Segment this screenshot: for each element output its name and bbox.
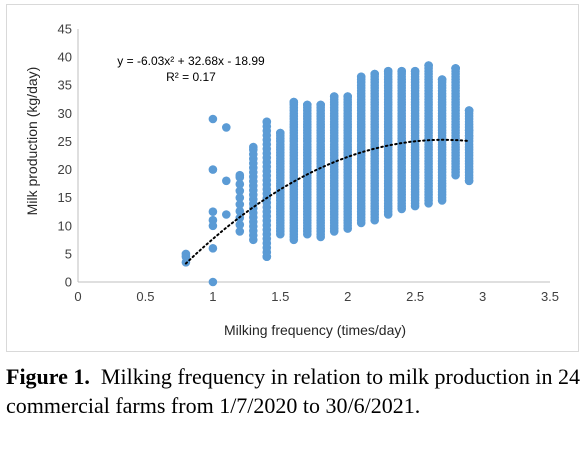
data-point (262, 117, 272, 127)
data-point (235, 227, 245, 236)
y-tick-label: 35 (58, 78, 72, 93)
caption-label: Figure 1. (6, 364, 90, 389)
data-point (208, 221, 218, 231)
data-point (208, 114, 218, 124)
data-point (235, 186, 245, 196)
data-point (464, 106, 474, 115)
data-point (208, 277, 218, 287)
y-tick-label: 5 (65, 246, 72, 261)
y-tick-label: 0 (65, 275, 72, 290)
data-point (370, 69, 380, 79)
x-tick-label: 0 (74, 289, 81, 304)
data-point (181, 249, 191, 259)
chart-axes (77, 29, 550, 283)
caption-text: Milking frequency in relation to milk pr… (6, 364, 580, 418)
chart-frame: 0 0.5 1 1.5 2 2.5 3 3.5 0 5 10 15 20 25 30 35 40 45 y = … (6, 4, 579, 352)
y-axis-title: Milk production (kg/day) (24, 67, 40, 216)
y-tick-label: 30 (58, 106, 72, 121)
x-tick-label: 0.5 (136, 289, 154, 304)
figure-caption: Figure 1. Milking frequency in relation … (6, 362, 580, 420)
y-tick-label: 15 (58, 190, 72, 205)
trendline-equation: y = -6.03x² + 32.68x - 18.99 (117, 54, 265, 68)
x-tick-label: 1.5 (271, 289, 289, 304)
data-point (235, 206, 245, 216)
x-tick-label: 2.5 (406, 289, 424, 304)
polynomial-trendline (184, 138, 471, 265)
scatter-chart: 0 0.5 1 1.5 2 2.5 3 3.5 0 5 10 15 20 25 30 35 40 45 y = … (24, 22, 559, 339)
data-point (235, 220, 245, 229)
data-point (303, 100, 312, 110)
y-tick-label: 25 (58, 134, 72, 149)
data-point (464, 176, 474, 186)
y-tick-label: 10 (58, 218, 72, 233)
y-tick-labels: 0 5 10 15 20 25 30 35 40 45 (58, 22, 72, 290)
y-tick-label: 40 (58, 50, 72, 65)
data-point (437, 75, 447, 84)
data-point (464, 131, 474, 141)
data-point (451, 64, 460, 73)
data-point (343, 92, 353, 101)
y-tick-label: 20 (58, 162, 72, 177)
data-point (222, 123, 231, 132)
x-tick-labels: 0 0.5 1 1.5 2 2.5 3 3.5 (74, 289, 559, 304)
data-point (397, 66, 407, 76)
data-points (181, 61, 474, 287)
data-point (383, 66, 393, 76)
data-point (235, 200, 245, 209)
x-tick-label: 1 (209, 289, 216, 304)
data-point (208, 207, 218, 216)
data-point (235, 193, 245, 202)
data-point (329, 92, 339, 101)
data-point (235, 179, 245, 189)
x-axis-title: Milking frequency (times/day) (224, 322, 406, 338)
x-tick-label: 3 (479, 289, 486, 304)
data-point (262, 252, 272, 261)
data-point (235, 170, 245, 180)
x-tick-label: 2 (344, 289, 351, 304)
data-point (249, 142, 258, 152)
data-point (222, 176, 231, 186)
data-point (208, 244, 218, 253)
data-point (356, 72, 366, 82)
y-tick-label: 45 (58, 22, 72, 37)
r-squared-label: R² = 0.17 (166, 70, 216, 84)
data-point (208, 165, 218, 174)
data-point (410, 66, 420, 76)
data-point (316, 100, 326, 110)
x-tick-label: 3.5 (541, 289, 559, 304)
data-point (222, 210, 231, 219)
data-point (424, 61, 433, 70)
data-point (276, 128, 285, 138)
data-point (289, 97, 299, 107)
